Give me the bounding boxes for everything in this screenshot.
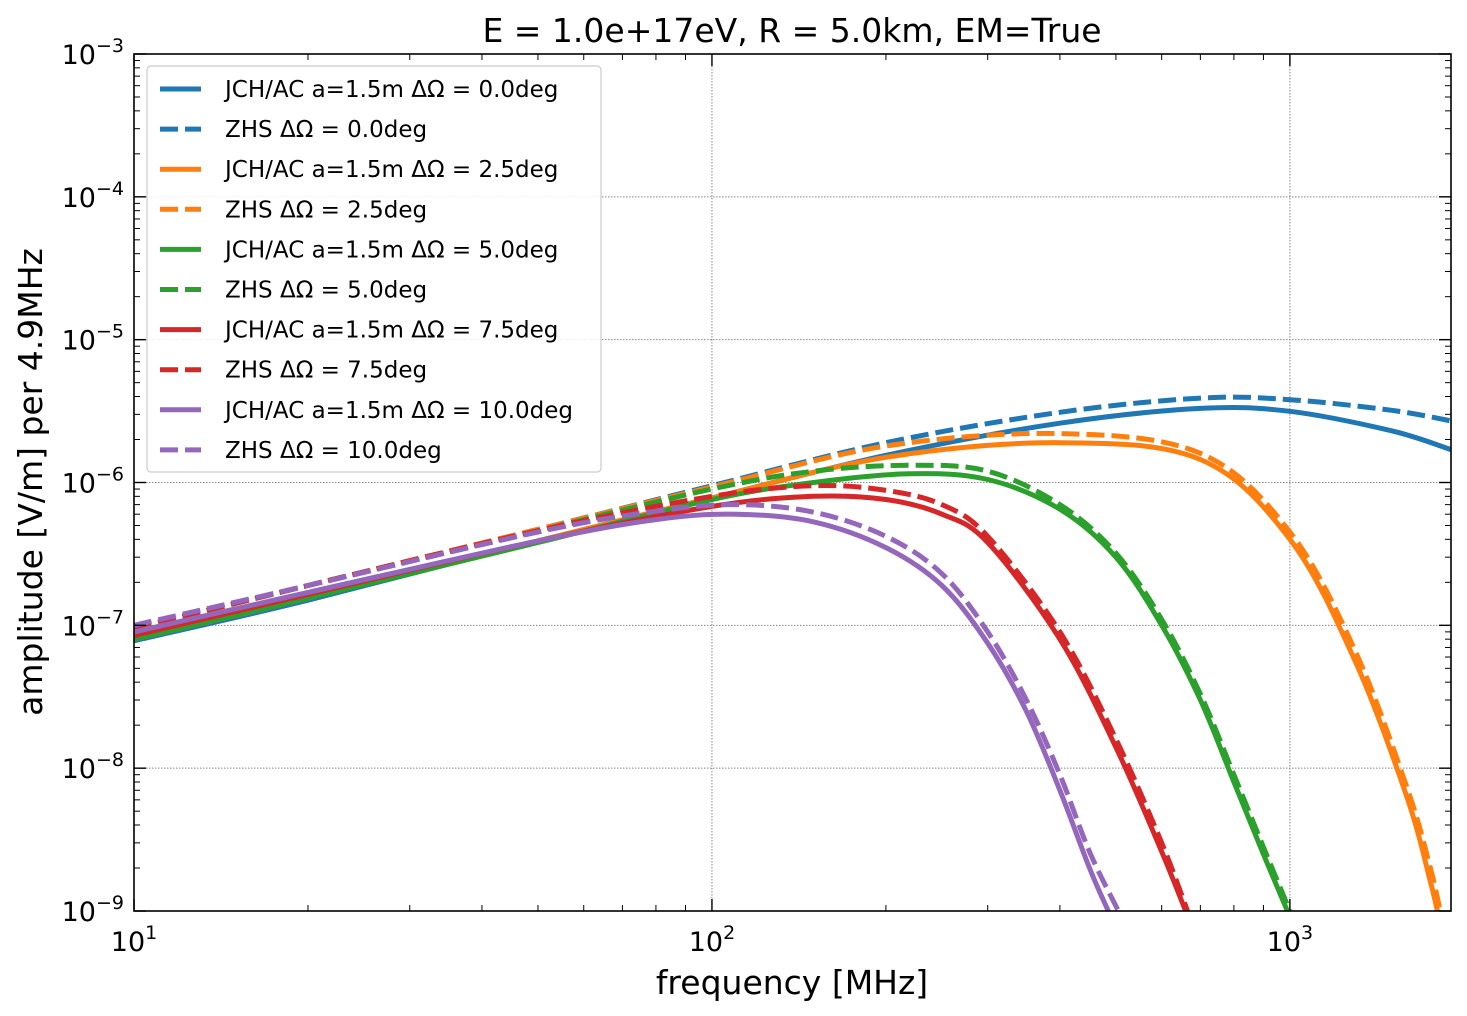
legend-frame [146,65,602,473]
series-line-9 [134,511,1111,911]
series-line-4 [134,430,1443,911]
x-tick-label: 101 [111,922,157,958]
legend-label-8: ZHS ΔΩ = 7.5deg [225,358,427,384]
y-tick-label: 10−4 [62,178,124,214]
legend-label-2: ZHS ΔΩ = 0.0deg [225,117,427,143]
legend-label-10: ZHS ΔΩ = 10.0deg [225,438,442,464]
x-axis-label: frequency [MHz] [656,963,928,1002]
x-tick-label: 103 [1267,922,1313,958]
y-tick-label: 10−8 [62,749,124,785]
y-tick-label: 10−9 [62,892,124,928]
legend-label-9: JCH/AC a=1.5m ΔΩ = 10.0deg [223,398,573,424]
legend-label-5: JCH/AC a=1.5m ΔΩ = 5.0deg [223,237,558,263]
y-tick-labels: 10−9 10−8 10−7 10−6 10−5 10−4 10−3 [62,35,124,928]
series-line-10 [134,502,1121,911]
legend-label-4: ZHS ΔΩ = 2.5deg [225,197,427,223]
y-tick-label: 10−7 [62,606,124,642]
series-layer [134,394,1451,911]
legend: JCH/AC a=1.5m ΔΩ = 0.0deg ZHS ΔΩ = 0.0deg… [146,65,602,473]
y-tick-label: 10−3 [62,35,124,71]
x-tick-label: 102 [689,922,735,958]
legend-label-7: JCH/AC a=1.5m ΔΩ = 7.5deg [223,318,558,344]
minor-ticks [134,54,1451,911]
major-ticks [133,53,1451,912]
y-axis-label: amplitude [V/m] per 4.9MHz [11,248,50,716]
chart-title: E = 1.0e+17eV, R = 5.0km, EM=True [482,11,1101,50]
series-line-2 [134,394,1451,631]
y-tick-label: 10−5 [62,321,124,357]
x-tick-labels: 101 102 103 [111,922,1313,958]
y-tick-label: 10−6 [62,464,124,500]
legend-label-3: JCH/AC a=1.5m ΔΩ = 2.5deg [223,157,558,183]
legend-label-1: JCH/AC a=1.5m ΔΩ = 0.0deg [223,77,558,103]
legend-label-6: ZHS ΔΩ = 5.0deg [225,278,427,304]
